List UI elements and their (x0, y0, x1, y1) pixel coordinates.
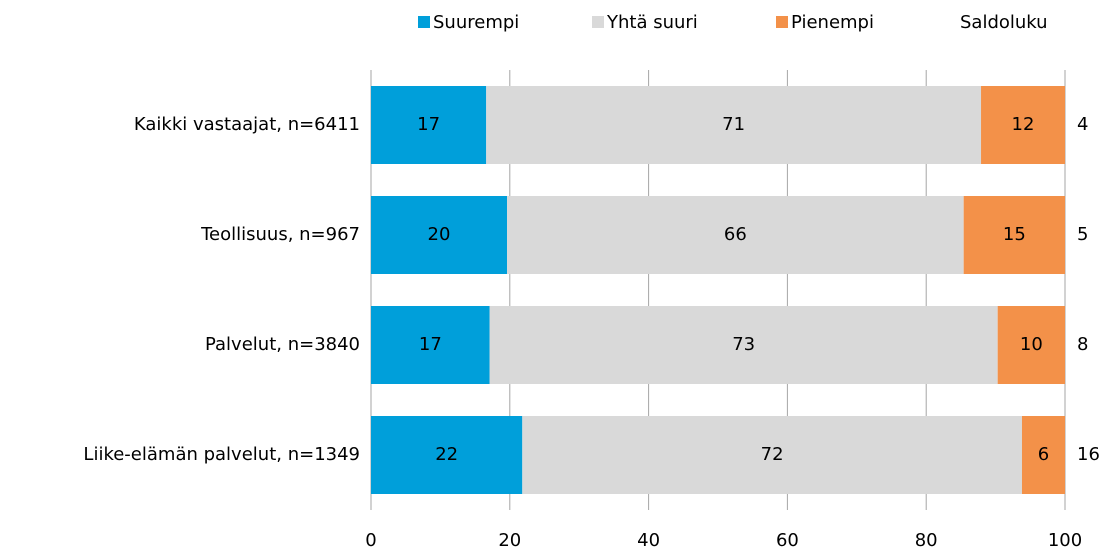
x-tick-label: 100 (1048, 530, 1082, 551)
category-label: Liike-elämän palvelut, n=1349 (83, 444, 360, 465)
x-tick-label: 20 (498, 530, 521, 551)
bar-segment (981, 86, 1065, 164)
data-label: 22 (435, 444, 458, 465)
bar-segment (997, 306, 1065, 384)
bar-segment (1021, 416, 1065, 494)
saldo-label: 16 (1077, 444, 1100, 465)
x-tick-label: 0 (365, 530, 376, 551)
bar-segment (371, 196, 508, 274)
legend-label: Suurempi (433, 12, 519, 33)
bar-segment (489, 306, 998, 384)
legend-label: Saldoluku (960, 12, 1048, 33)
legend-swatch (418, 16, 430, 28)
data-label: 66 (724, 224, 747, 245)
legend-swatch (592, 16, 604, 28)
data-label: 17 (417, 114, 440, 135)
category-label: Kaikki vastaajat, n=6411 (134, 114, 360, 135)
bar-segment (371, 86, 487, 164)
x-tick-label: 60 (776, 530, 799, 551)
data-label: 6 (1038, 444, 1049, 465)
bar-segment (963, 196, 1065, 274)
legend-label: Yhtä suuri (606, 12, 698, 33)
data-label: 12 (1012, 114, 1035, 135)
x-tick-label: 40 (637, 530, 660, 551)
data-label: 15 (1003, 224, 1026, 245)
category-label: Teollisuus, n=967 (200, 224, 360, 245)
category-label: Palvelut, n=3840 (205, 334, 360, 355)
bar-segment (486, 86, 982, 164)
bar-segment (522, 416, 1022, 494)
data-label: 72 (761, 444, 784, 465)
data-label: 17 (419, 334, 442, 355)
data-label: 20 (428, 224, 451, 245)
data-label: 73 (732, 334, 755, 355)
saldo-label: 8 (1077, 334, 1088, 355)
data-label: 71 (722, 114, 745, 135)
bar-segment (507, 196, 964, 274)
data-label: 10 (1020, 334, 1043, 355)
bar-segment (371, 306, 490, 384)
legend-label: Pienempi (791, 12, 874, 33)
legend-swatch (776, 16, 788, 28)
saldo-label: 5 (1077, 224, 1088, 245)
x-tick-label: 80 (915, 530, 938, 551)
bar-segment (371, 416, 523, 494)
saldo-label: 4 (1077, 114, 1088, 135)
